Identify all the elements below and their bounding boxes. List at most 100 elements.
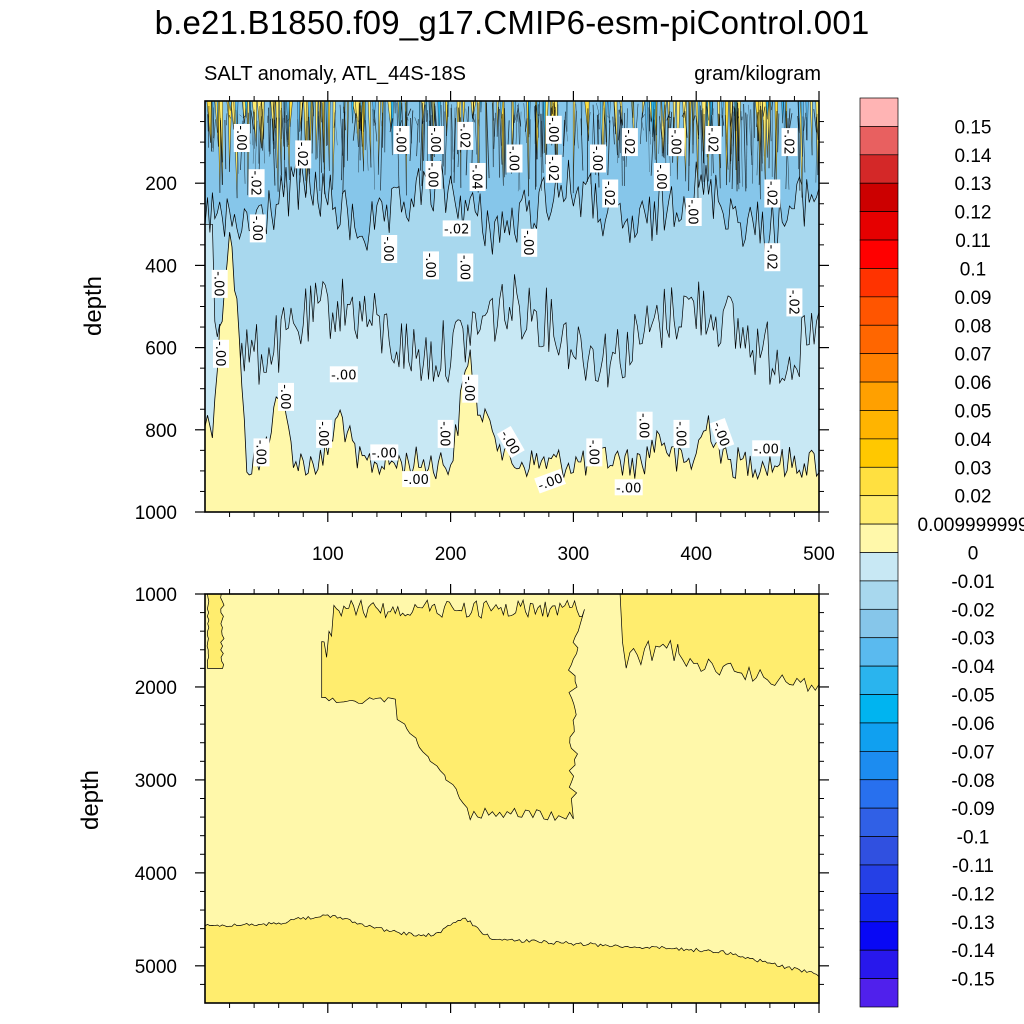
colorbar-label: -0.05	[951, 686, 994, 707]
surface-contour-line	[750, 109, 753, 165]
surface-contour-line	[515, 114, 518, 151]
surface-negative-streak	[692, 101, 694, 145]
surface-contour-line	[653, 120, 656, 160]
surface-contour-line	[693, 115, 696, 121]
lower-bottom-region	[205, 914, 819, 1003]
surface-contour-line	[284, 111, 288, 143]
surface-contour-line	[492, 103, 494, 121]
contour-label: -.00	[380, 235, 398, 263]
surface-contour-line	[423, 104, 426, 161]
contour-label-text: -.00	[424, 162, 439, 187]
contour-label: -.02	[545, 154, 562, 183]
surface-positive-streak	[367, 101, 372, 168]
surface-contour-line	[258, 106, 260, 164]
surface-contour-line	[499, 108, 503, 165]
contour-label-box	[685, 198, 702, 226]
colorbar-swatch	[859, 438, 899, 468]
colorbar-label: -0.15	[951, 970, 994, 991]
surface-contour-line	[587, 112, 591, 133]
contour-label-box	[295, 140, 312, 169]
surface-negative-streak	[480, 101, 482, 113]
colorbar-label: -0.01	[951, 572, 994, 593]
colorbar-swatch	[859, 807, 899, 837]
contour-label-box	[442, 220, 471, 237]
contour-label-box	[425, 161, 442, 189]
surface-negative-streak	[753, 101, 755, 138]
contour-label: -.00	[422, 251, 439, 280]
surface-negative-streak	[541, 101, 544, 154]
contour-label-text: -.02	[601, 181, 616, 206]
contour-label: -.00	[545, 115, 562, 144]
contour-label: -.00	[437, 419, 454, 448]
surface-negative-streak	[394, 101, 396, 114]
contour-label: -.00	[402, 471, 431, 488]
colorbar-swatch	[859, 637, 899, 667]
contour-label-text: -.00	[211, 271, 226, 296]
colorbar-swatch	[859, 495, 899, 525]
surface-contour-line	[253, 111, 256, 149]
surface-contour-line	[580, 118, 584, 171]
surface-contour-line	[684, 110, 688, 138]
contour-label-box	[402, 471, 431, 488]
surface-contour-line	[769, 101, 772, 142]
surface-positive-streak	[311, 101, 314, 154]
contour-label: -.02	[294, 140, 312, 169]
surface-contour-line	[407, 118, 409, 121]
surface-contour-line	[642, 114, 645, 118]
surface-contour-line	[659, 116, 663, 140]
contour-label-box	[370, 444, 399, 461]
colorbar-swatch	[859, 949, 899, 979]
y-tick-label: 800	[145, 421, 177, 442]
colorbar-swatch	[859, 893, 899, 923]
contour-label: -.00	[277, 382, 294, 411]
surface-negative-streak	[781, 101, 784, 124]
surface-positive-streak	[572, 101, 576, 194]
surface-contour-line	[740, 111, 743, 187]
surface-contour-line	[706, 106, 709, 121]
surface-contour-line	[617, 109, 619, 164]
contour-label-text: -.00	[331, 368, 356, 383]
surface-contour-line	[485, 102, 490, 179]
surface-negative-streak	[419, 101, 421, 143]
figure-title: b.e21.B1850.f09_g17.CMIP6-esm-piControl.…	[154, 4, 870, 41]
surface-negative-streak	[216, 101, 219, 133]
surface-contour-line	[220, 118, 223, 185]
contour-label: -.00	[424, 161, 442, 189]
surface-negative-streak	[244, 101, 248, 118]
surface-contour-line	[666, 114, 670, 121]
y-tick-label: 1000	[135, 503, 177, 524]
contour-label-text: -.00	[673, 421, 688, 446]
surface-contour-line	[444, 104, 448, 175]
surface-contour-line	[596, 102, 600, 115]
surface-negative-streak	[528, 101, 531, 135]
contour-label-text: -.00	[404, 473, 429, 488]
colorbar-swatch	[859, 523, 899, 553]
surface-contour-line	[212, 119, 216, 153]
surface-contour-line	[683, 101, 686, 118]
colorbar-swatch	[859, 864, 899, 894]
surface-contour-line	[618, 105, 622, 158]
surface-contour-line	[798, 101, 801, 191]
contour-label-box	[381, 235, 398, 263]
surface-positive-streak	[322, 101, 325, 195]
surface-contour-line	[422, 120, 425, 124]
contour-label-box	[752, 440, 781, 457]
surface-contour-line	[318, 116, 320, 141]
colorbar-label: 0	[968, 544, 979, 565]
surface-negative-streak	[697, 101, 700, 136]
surface-negative-streak	[566, 101, 568, 132]
contour-label-text: -.00	[520, 230, 535, 255]
lower-ylabel: depth	[77, 770, 104, 830]
contour-label-text: -.00	[212, 341, 227, 366]
surface-contour-line	[756, 109, 760, 176]
surface-contour-line	[737, 108, 739, 185]
surface-positive-streak	[810, 101, 813, 156]
surface-contour-line	[756, 112, 759, 127]
colorbar-swatch	[859, 580, 899, 610]
surface-contour-line	[743, 103, 747, 192]
contour-label-box	[213, 339, 229, 368]
colorbar-swatch	[859, 836, 899, 866]
surface-contour-line	[598, 113, 600, 130]
surface-contour-line	[281, 107, 285, 147]
colorbar-label: -0.14	[951, 941, 995, 962]
